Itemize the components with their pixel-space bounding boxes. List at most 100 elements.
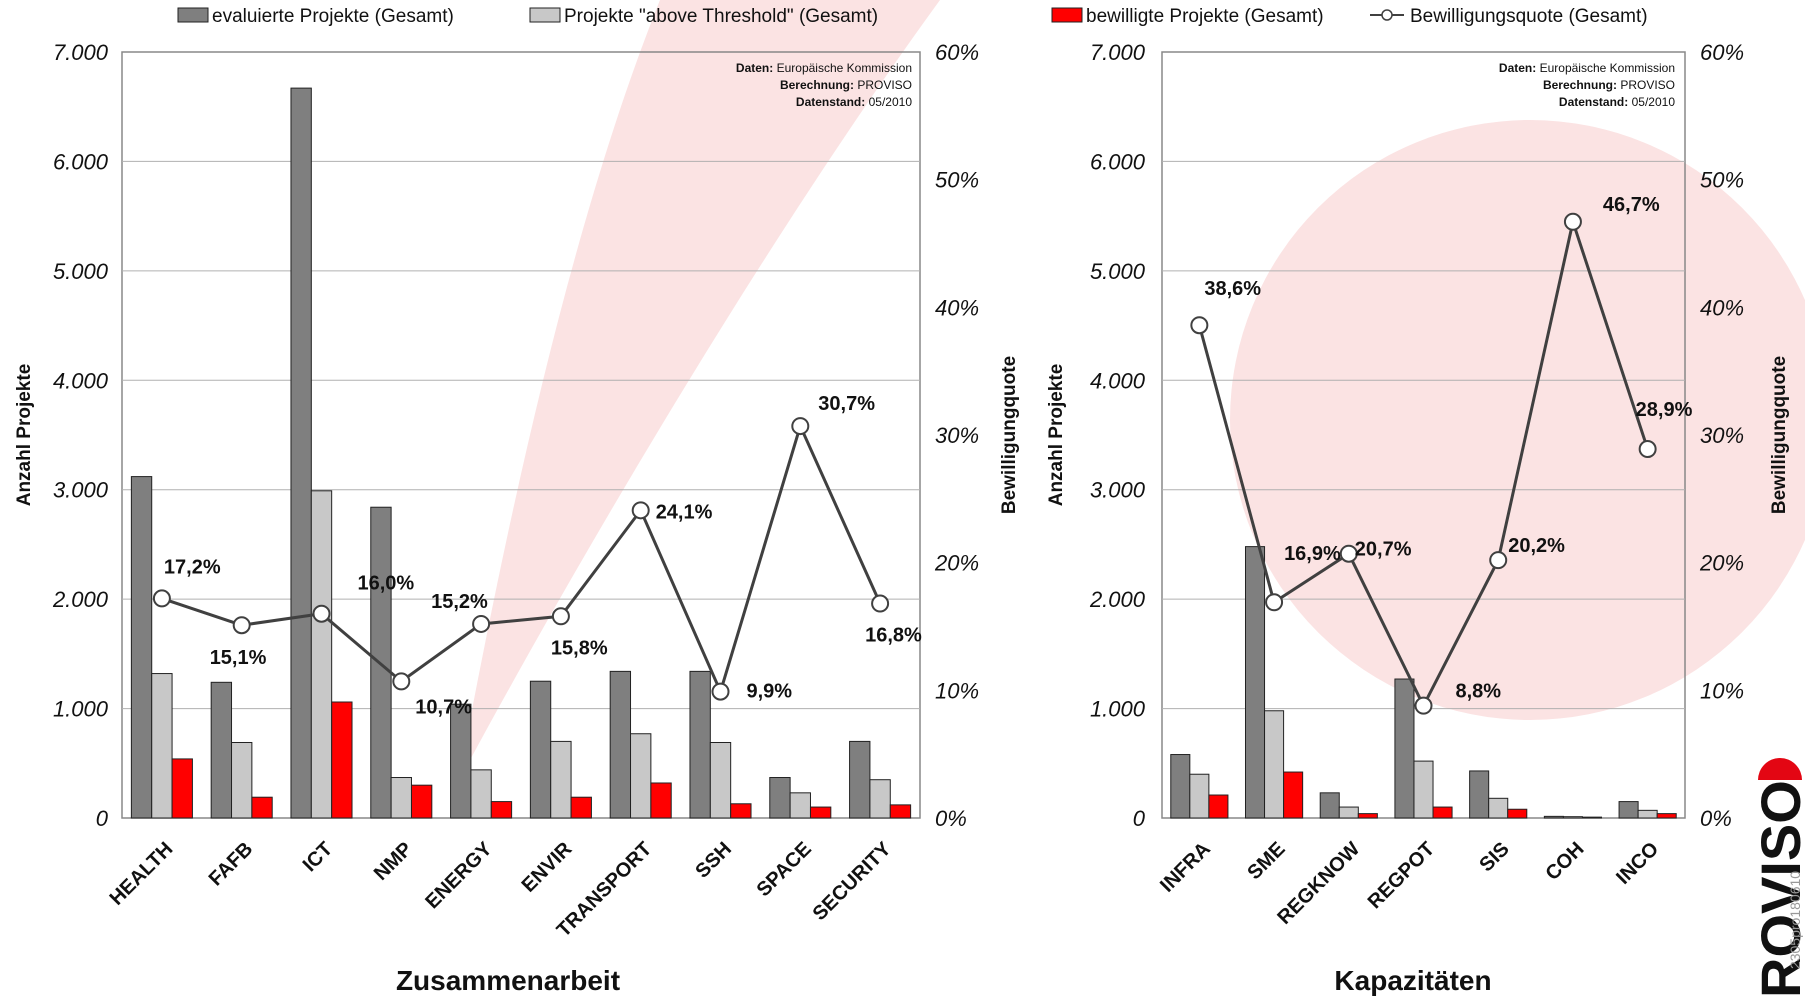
legend-label-3: Bewilligungsquote (Gesamt) <box>1410 6 1648 27</box>
rate-point-ict <box>312 604 331 623</box>
legend-swatch-1 <box>529 7 561 23</box>
logo-swoosh-icon <box>1758 758 1802 780</box>
rate-point-sis <box>1489 551 1508 570</box>
y2-tick-label: 20% <box>934 551 979 576</box>
bar-inco-2 <box>1656 813 1677 819</box>
legend-swatch-2 <box>1051 7 1083 23</box>
rate-label-regknow: 20,7% <box>1355 539 1412 561</box>
y2-tick-label: 60% <box>935 40 979 65</box>
y-tick-label: 7.000 <box>1090 40 1146 65</box>
bar-transport-2 <box>650 782 672 819</box>
y-axis-title: Anzahl Projekte <box>14 364 35 507</box>
source-line-0: Daten: Europäische Kommission <box>736 61 912 75</box>
y-tick-label: 1.000 <box>53 697 109 722</box>
rate-point-health <box>152 589 171 608</box>
rate-line <box>161 421 882 696</box>
y-tick-label: 4.000 <box>1090 368 1146 393</box>
bar-health-0 <box>130 476 153 819</box>
bar-ssh-0 <box>689 670 711 819</box>
category-label: ENVIR <box>518 838 577 897</box>
rate-label-regpot: 8,8% <box>1456 681 1502 703</box>
category-label: ENERGY <box>421 838 497 914</box>
bar-space-0 <box>769 777 791 819</box>
source-line-0: Daten: Europäische Kommission <box>1499 61 1675 75</box>
bar-fafb-0 <box>210 681 233 819</box>
rate-label-sme: 16,9% <box>1284 543 1341 565</box>
bar-regknow-1 <box>1338 806 1359 819</box>
y-tick-label: 0 <box>1133 806 1146 831</box>
legend-marker-3 <box>1381 9 1393 21</box>
logo-text: ROVISO <box>1749 780 1805 998</box>
y-tick-label: 7.000 <box>53 40 109 65</box>
bar-infra-1 <box>1189 773 1210 819</box>
bar-regknow-0 <box>1319 792 1340 819</box>
rate-point-transport <box>631 501 650 520</box>
rate-label-security: 16,8% <box>865 625 922 647</box>
rate-point-space <box>791 417 810 436</box>
rate-label-sis: 20,2% <box>1508 535 1565 557</box>
bar-transport-1 <box>630 733 652 819</box>
category-label: SME <box>1243 838 1289 884</box>
bar-ssh-1 <box>709 741 732 819</box>
rate-label-coh: 46,7% <box>1603 194 1660 216</box>
bar-fafb-2 <box>251 796 273 819</box>
bar-regpot-0 <box>1394 678 1415 819</box>
y2-tick-label: 50% <box>935 168 979 193</box>
rate-label-envir: 15,8% <box>551 637 608 659</box>
rate-point-regpot <box>1414 696 1433 715</box>
legend: evaluierte Projekte (Gesamt) Projekte "ab… <box>177 6 1648 27</box>
y-tick-label: 6.000 <box>53 149 109 174</box>
bar-security-0 <box>849 740 871 819</box>
bar-energy-0 <box>450 703 472 819</box>
bar-regknow-2 <box>1357 813 1378 819</box>
bar-ict-0 <box>290 87 312 819</box>
rate-label-transport: 24,1% <box>656 501 713 523</box>
y2-tick-label: 30% <box>1700 423 1744 448</box>
source-line-1: Berechnung: PROVISO <box>780 78 912 92</box>
y2-tick-label: 50% <box>1700 168 1744 193</box>
bar-ict-1 <box>310 490 333 819</box>
rate-label-energy: 15,2% <box>431 591 488 613</box>
bar-regpot-1 <box>1413 760 1434 819</box>
rate-label-fafb: 15,1% <box>210 647 267 669</box>
bar-envir-0 <box>529 680 552 819</box>
category-label: REGPOT <box>1364 838 1439 913</box>
y-tick-label: 5.000 <box>1090 259 1146 284</box>
y-tick-label: 3.000 <box>1090 478 1146 503</box>
category-label: NMP <box>370 838 417 885</box>
rate-label-ict: 16,0% <box>358 573 415 595</box>
bar-sme-1 <box>1264 710 1285 819</box>
proviso-logo: ROVISO 2305pro180610 <box>1749 758 1805 998</box>
bar-sis-0 <box>1469 770 1490 819</box>
y2-axis-title: Bewilligungquote <box>999 356 1020 514</box>
rate-point-nmp <box>392 672 411 691</box>
bar-space-2 <box>809 806 832 819</box>
rate-label-nmp: 10,7% <box>415 696 472 718</box>
bar-energy-1 <box>470 769 492 819</box>
rate-point-security <box>871 594 890 613</box>
bar-ict-2 <box>331 701 353 819</box>
y2-tick-label: 10% <box>935 678 979 703</box>
rate-point-energy <box>472 614 491 633</box>
category-label: INFRA <box>1156 838 1215 897</box>
rate-point-ssh <box>711 682 730 701</box>
bar-sme-0 <box>1244 546 1266 819</box>
rate-point-inco <box>1638 440 1657 459</box>
y-tick-label: 6.000 <box>1090 149 1146 174</box>
category-label: COH <box>1541 838 1588 885</box>
rate-label-ssh: 9,9% <box>747 681 793 703</box>
rate-point-infra <box>1190 316 1209 335</box>
bar-infra-0 <box>1170 754 1191 819</box>
y2-tick-label: 60% <box>1700 40 1744 65</box>
bar-envir-2 <box>570 796 592 819</box>
bar-inco-1 <box>1637 809 1658 819</box>
bar-envir-1 <box>550 740 572 819</box>
bar-health-2 <box>171 758 193 819</box>
bar-nmp-1 <box>390 777 412 819</box>
category-label: ICT <box>299 838 337 876</box>
bar-infra-2 <box>1208 794 1229 819</box>
y-tick-label: 2.000 <box>1089 587 1146 612</box>
legend-label-1: Projekte "above Threshold" (Gesamt) <box>564 6 878 27</box>
category-label: INCO <box>1612 838 1663 889</box>
